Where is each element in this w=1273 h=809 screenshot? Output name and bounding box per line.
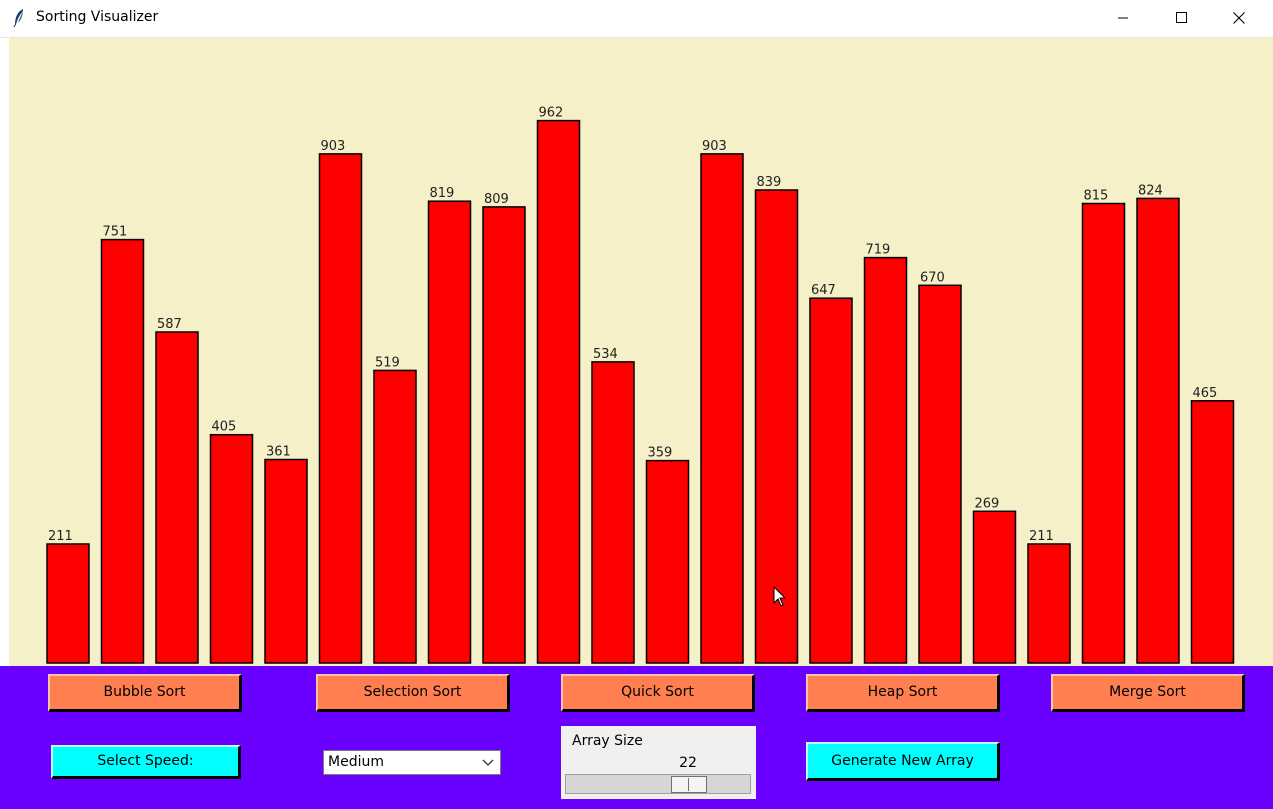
bar bbox=[1081, 202, 1126, 664]
close-button[interactable] bbox=[1210, 0, 1268, 36]
bar bbox=[264, 458, 308, 664]
bar-value-label: 824 bbox=[1138, 183, 1163, 198]
bar bbox=[700, 153, 744, 664]
bar-value-label: 751 bbox=[103, 225, 128, 240]
slider-thumb[interactable] bbox=[671, 776, 708, 793]
array-size-slider[interactable] bbox=[565, 774, 751, 794]
close-icon bbox=[1233, 12, 1245, 24]
bar bbox=[1136, 197, 1180, 664]
array-size-panel: Array Size 22 bbox=[561, 726, 756, 799]
bar bbox=[754, 189, 799, 664]
bar-value-label: 211 bbox=[48, 529, 73, 544]
bar-value-label: 809 bbox=[484, 192, 509, 207]
bar-value-label: 359 bbox=[648, 446, 673, 461]
bar-value-label: 719 bbox=[866, 243, 891, 258]
maximize-button[interactable] bbox=[1152, 0, 1210, 36]
mouse-cursor-icon bbox=[773, 586, 787, 607]
bar-value-label: 903 bbox=[702, 139, 727, 154]
bubble-sort-button[interactable]: Bubble Sort bbox=[48, 674, 242, 712]
bar bbox=[809, 297, 853, 664]
generate-array-button[interactable]: Generate New Array bbox=[806, 742, 1000, 781]
bar bbox=[482, 206, 526, 664]
bar-value-label: 361 bbox=[266, 445, 291, 460]
bar-value-label: 465 bbox=[1193, 386, 1218, 401]
control-panel: Bubble Sort Selection Sort Quick Sort He… bbox=[0, 666, 1273, 809]
bar-value-label: 670 bbox=[920, 270, 945, 285]
chevron-down-icon bbox=[482, 759, 494, 766]
merge-sort-button[interactable]: Merge Sort bbox=[1051, 674, 1245, 712]
bar-chart: 211 751 587 405 361 903 519 819 809 962 534 359 903 8… bbox=[46, 106, 1235, 664]
bar-value-label: 819 bbox=[430, 186, 455, 201]
bar bbox=[427, 200, 472, 664]
bar bbox=[209, 433, 254, 664]
bar bbox=[972, 510, 1017, 664]
bar bbox=[536, 119, 581, 664]
bar bbox=[645, 459, 690, 664]
speed-select[interactable]: Medium bbox=[323, 750, 501, 775]
bar-value-label: 519 bbox=[375, 355, 400, 370]
select-speed-button[interactable]: Select Speed: bbox=[51, 745, 241, 779]
bar-value-label: 815 bbox=[1084, 189, 1109, 204]
array-size-label: Array Size bbox=[572, 733, 643, 749]
bar bbox=[318, 153, 363, 664]
bar-canvas: 211 751 587 405 361 903 519 819 809 962 534 359 903 8… bbox=[9, 38, 1273, 666]
minimize-button[interactable] bbox=[1094, 0, 1152, 36]
bar-value-label: 405 bbox=[212, 420, 237, 435]
bar bbox=[46, 543, 90, 664]
bar-value-label: 269 bbox=[975, 496, 1000, 511]
speed-selected-value: Medium bbox=[328, 754, 384, 770]
heap-sort-button[interactable]: Heap Sort bbox=[806, 674, 1000, 712]
array-size-value: 22 bbox=[679, 755, 697, 771]
bar-value-label: 962 bbox=[539, 106, 564, 121]
title-bar: Sorting Visualizer bbox=[0, 0, 1273, 38]
bar-value-label: 211 bbox=[1029, 529, 1054, 544]
bar bbox=[373, 369, 417, 664]
minimize-icon bbox=[1118, 17, 1128, 19]
bar bbox=[1190, 400, 1235, 664]
bar bbox=[100, 238, 145, 664]
bar bbox=[155, 331, 199, 664]
window-title: Sorting Visualizer bbox=[36, 9, 159, 25]
maximize-icon bbox=[1176, 12, 1187, 23]
bar-value-label: 903 bbox=[321, 139, 346, 154]
bar bbox=[863, 256, 908, 664]
bar bbox=[591, 361, 635, 664]
bar-value-label: 534 bbox=[593, 347, 618, 362]
bar-value-label: 839 bbox=[757, 175, 782, 190]
bar-value-label: 647 bbox=[811, 283, 836, 298]
feather-icon bbox=[13, 9, 23, 28]
quick-sort-button[interactable]: Quick Sort bbox=[561, 674, 755, 712]
selection-sort-button[interactable]: Selection Sort bbox=[316, 674, 510, 712]
bar bbox=[918, 284, 962, 664]
bar-value-label: 587 bbox=[157, 317, 182, 332]
bar bbox=[1027, 543, 1071, 664]
